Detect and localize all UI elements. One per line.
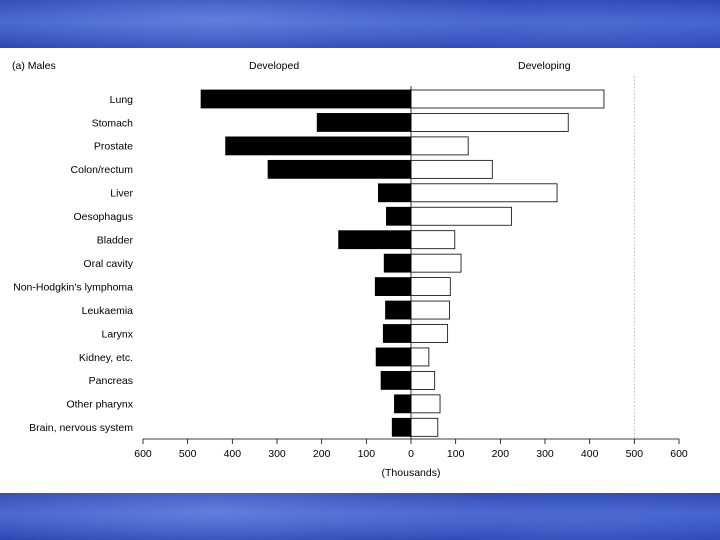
category-label-oesophagus: Oesophagus <box>73 211 133 223</box>
x-tick-label: 400 <box>224 448 242 460</box>
developed-header: Developed <box>249 60 300 72</box>
bar-developing-pancreas <box>410 370 436 390</box>
top-banner <box>0 0 720 48</box>
x-tick-label: 100 <box>358 448 376 460</box>
bar-developing-oral-cavity <box>410 253 462 273</box>
bar-developed-brain-nervous-system <box>391 417 412 437</box>
bar-developed-colon-rectum <box>267 159 412 179</box>
bar-developed-pancreas <box>380 370 412 390</box>
category-label-non-hodgkin-s-lymphoma: Non-Hodgkin's lymphoma <box>13 281 133 293</box>
bar-developing-bladder <box>410 230 456 250</box>
x-tick-label: 300 <box>268 448 286 460</box>
bar-developing-leukaemia <box>410 300 450 320</box>
bar-developed-kidney-etc <box>375 347 412 367</box>
category-label-pancreas: Pancreas <box>89 375 133 387</box>
bar-developed-liver <box>377 183 412 203</box>
x-tick-label: 100 <box>447 448 465 460</box>
bar-developed-larynx <box>382 324 412 343</box>
category-label-other-pharynx: Other pharynx <box>66 399 133 411</box>
category-label-leukaemia: Leukaemia <box>82 305 134 317</box>
cancer-incidence-chart: 600 500 400 300 200 100 0 100 200 300 400 500 600 (Th… <box>13 76 688 479</box>
bar-developed-prostate <box>225 136 412 156</box>
x-tick-label: 600 <box>670 448 688 460</box>
bar-developed-lung <box>200 89 412 109</box>
x-tick-label: 400 <box>581 448 599 460</box>
category-label-stomach: Stomach <box>92 117 134 129</box>
bar-developing-lung <box>410 89 605 109</box>
bar-developed-other-pharynx <box>394 394 412 414</box>
x-tick-label: 500 <box>179 448 197 460</box>
bar-developing-larynx <box>410 324 449 343</box>
bar-developed-bladder <box>338 230 412 250</box>
category-label-prostate: Prostate <box>94 141 133 153</box>
category-label-larynx: Larynx <box>101 328 133 340</box>
category-label-brain-nervous-system: Brain, nervous system <box>29 422 133 434</box>
x-tick-label: 200 <box>492 448 510 460</box>
bar-developing-stomach <box>410 113 569 132</box>
x-tick-label: 200 <box>313 448 331 460</box>
x-tick-label: 500 <box>626 448 644 460</box>
bar-developed-stomach <box>316 113 412 132</box>
category-label-colon-rectum: Colon/rectum <box>71 164 134 176</box>
bar-developing-colon-rectum <box>410 159 493 179</box>
x-axis-title: (Thousands) <box>382 467 441 479</box>
x-tick-label: 300 <box>536 448 554 460</box>
x-tick-label: 0 <box>408 448 414 460</box>
bottom-banner <box>0 493 720 540</box>
bar-developing-kidney-etc <box>410 347 430 367</box>
bar-developing-prostate <box>410 136 469 156</box>
bar-developing-other-pharynx <box>410 394 441 414</box>
bar-developing-liver <box>410 183 558 203</box>
category-label-liver: Liver <box>110 188 133 200</box>
bar-developing-non-hodgkin-s-lymphoma <box>410 277 451 297</box>
x-tick-label: 600 <box>134 448 152 460</box>
panel-label: (a) Males <box>12 60 56 72</box>
bar-developed-non-hodgkin-s-lymphoma <box>374 277 412 297</box>
developing-header: Developing <box>518 60 571 72</box>
category-label-bladder: Bladder <box>97 235 134 247</box>
bar-developed-oesophagus <box>386 206 412 226</box>
bar-developed-leukaemia <box>385 300 412 320</box>
category-label-kidney-etc: Kidney, etc. <box>79 352 133 364</box>
bar-developing-oesophagus <box>410 206 512 226</box>
category-label-oral-cavity: Oral cavity <box>83 258 133 270</box>
bar-developing-brain-nervous-system <box>410 417 439 437</box>
bar-developed-oral-cavity <box>383 253 412 273</box>
category-label-lung: Lung <box>110 94 134 106</box>
